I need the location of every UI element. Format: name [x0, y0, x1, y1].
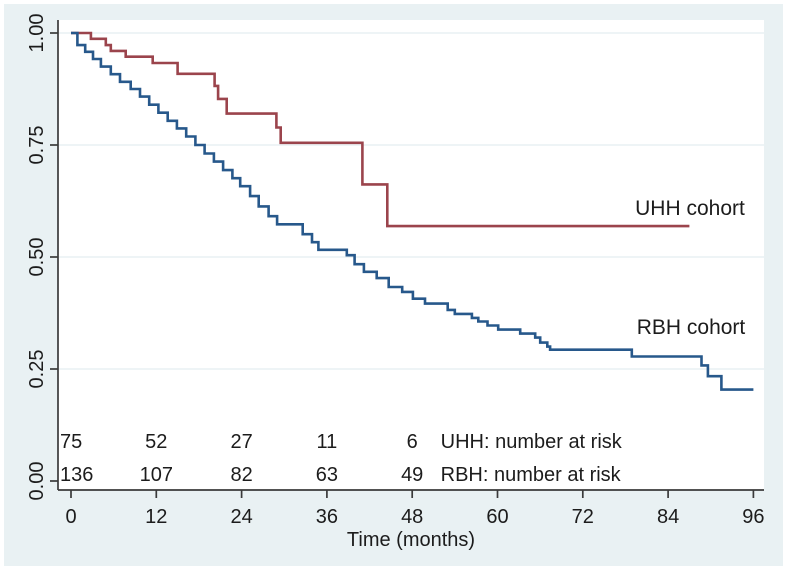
risk-count: 107: [140, 464, 173, 486]
x-tick-label: 84: [657, 506, 679, 528]
x-tick-label: 12: [145, 506, 167, 528]
curve-label-rbh: RBH cohort: [637, 316, 746, 339]
risk-count: 11: [317, 431, 338, 453]
x-tick-label: 48: [401, 506, 423, 528]
curve-label-uhh: UHH cohort: [635, 197, 745, 220]
y-tick-label: 0.75: [26, 126, 48, 165]
y-tick-label: 1.00: [26, 14, 48, 53]
x-tick-label: 0: [65, 506, 76, 528]
risk-count: 52: [145, 431, 167, 453]
x-tick-label: 96: [742, 506, 764, 528]
y-tick-label: 0.50: [26, 238, 48, 277]
plot-area: [58, 20, 764, 490]
x-tick-label: 72: [572, 506, 594, 528]
x-axis-title: Time (months): [347, 529, 475, 551]
risk-count: 49: [401, 464, 423, 486]
y-tick-label: 0.25: [26, 350, 48, 389]
risk-count: 27: [230, 431, 252, 453]
risk-row-label: UHH: number at risk: [441, 431, 623, 453]
risk-row-label: RBH: number at risk: [441, 464, 622, 486]
risk-count: 82: [230, 464, 252, 486]
risk-count: 136: [60, 464, 93, 486]
risk-count: 75: [60, 431, 82, 453]
x-tick-label: 24: [230, 506, 252, 528]
x-tick-label: 60: [486, 506, 508, 528]
risk-count: 63: [316, 464, 338, 486]
y-tick-label: 0.00: [26, 462, 48, 501]
risk-count: 6: [407, 431, 418, 453]
survival-curve-uhh: [71, 31, 690, 228]
survival-curve-rbh: [71, 31, 754, 391]
x-tick-label: 36: [316, 506, 338, 528]
